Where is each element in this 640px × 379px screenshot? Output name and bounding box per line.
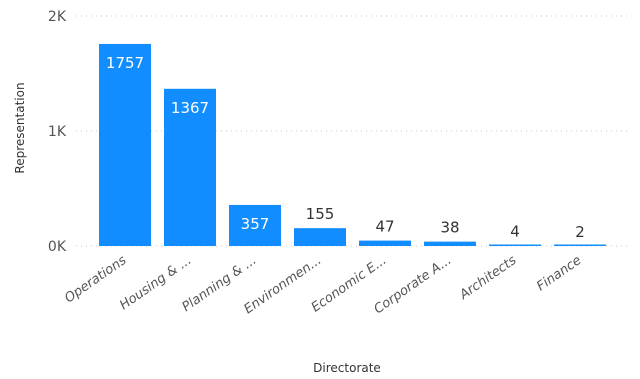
data-label: 357 bbox=[241, 215, 270, 233]
data-label: 1367 bbox=[171, 99, 209, 117]
data-label: 1757 bbox=[106, 54, 144, 72]
y-axis-title: Representation bbox=[13, 82, 27, 173]
y-tick-label: 1K bbox=[48, 124, 67, 140]
gridlines bbox=[76, 15, 628, 247]
bar bbox=[554, 244, 606, 246]
data-label: 155 bbox=[306, 205, 335, 223]
bar bbox=[359, 240, 411, 246]
bars bbox=[99, 43, 606, 246]
bar bbox=[489, 244, 541, 246]
bar bbox=[229, 204, 281, 246]
data-label: 38 bbox=[440, 219, 459, 237]
y-tick-label: 2K bbox=[48, 9, 67, 25]
x-axis-title: Directorate bbox=[313, 361, 381, 375]
bar bbox=[164, 88, 216, 246]
data-label: 2 bbox=[575, 223, 585, 241]
x-tick-label: Architects bbox=[456, 253, 519, 303]
data-labels: 1757 1367 357 155 47 38 4 2 bbox=[106, 54, 585, 241]
bar bbox=[294, 228, 346, 246]
y-axis-ticks: 0K 1K 2K bbox=[48, 9, 67, 255]
x-tick-label: Finance bbox=[534, 253, 584, 294]
y-tick-label: 0K bbox=[48, 239, 67, 255]
data-label: 47 bbox=[375, 218, 394, 236]
bar bbox=[424, 241, 476, 246]
bar bbox=[99, 43, 151, 246]
data-label: 4 bbox=[510, 223, 520, 241]
